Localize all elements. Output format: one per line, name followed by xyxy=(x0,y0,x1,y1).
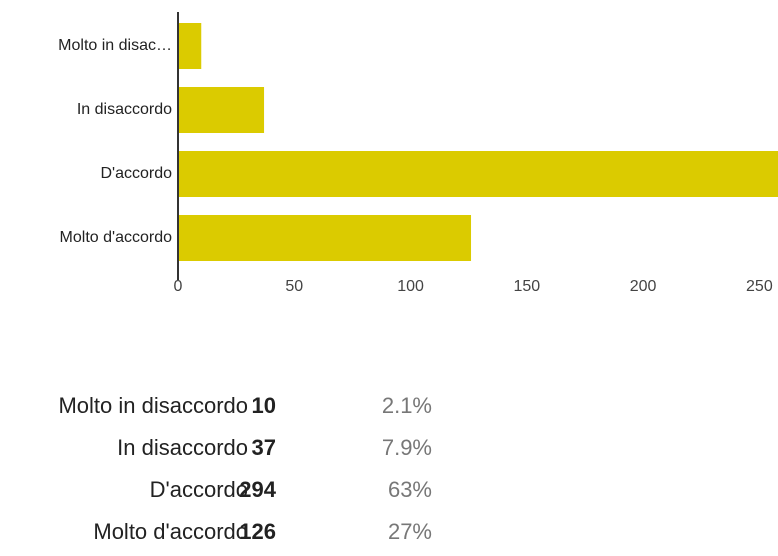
y-tick-label: Molto d'accordo xyxy=(60,229,173,246)
y-tick-label: Molto in disac… xyxy=(58,37,172,54)
table-percent: 63% xyxy=(388,477,432,502)
x-tick-label: 250 xyxy=(746,278,773,295)
y-tick-label: D'accordo xyxy=(100,165,172,182)
table-percent: 27% xyxy=(388,519,432,544)
x-tick-label: 150 xyxy=(513,278,540,295)
table-count: 10 xyxy=(252,393,276,418)
table-count: 37 xyxy=(252,435,276,460)
table-label: In disaccordo xyxy=(117,435,248,460)
x-tick-label: 0 xyxy=(174,278,183,295)
table-count: 126 xyxy=(239,519,276,544)
bar xyxy=(178,151,778,197)
bar xyxy=(178,23,202,69)
table-percent: 2.1% xyxy=(382,393,432,418)
table-label: D'accordo xyxy=(150,477,248,502)
table-label: Molto d'accordo xyxy=(93,519,248,544)
x-tick-label: 50 xyxy=(285,278,303,295)
y-tick-label: In disaccordo xyxy=(77,101,172,118)
table-percent: 7.9% xyxy=(382,435,432,460)
table-count: 294 xyxy=(239,477,276,502)
bar xyxy=(178,215,472,261)
x-tick-label: 200 xyxy=(630,278,657,295)
plot-area xyxy=(178,23,778,261)
table-label: Molto in disaccordo xyxy=(58,393,248,418)
x-tick-label: 100 xyxy=(397,278,424,295)
bar xyxy=(178,87,265,133)
